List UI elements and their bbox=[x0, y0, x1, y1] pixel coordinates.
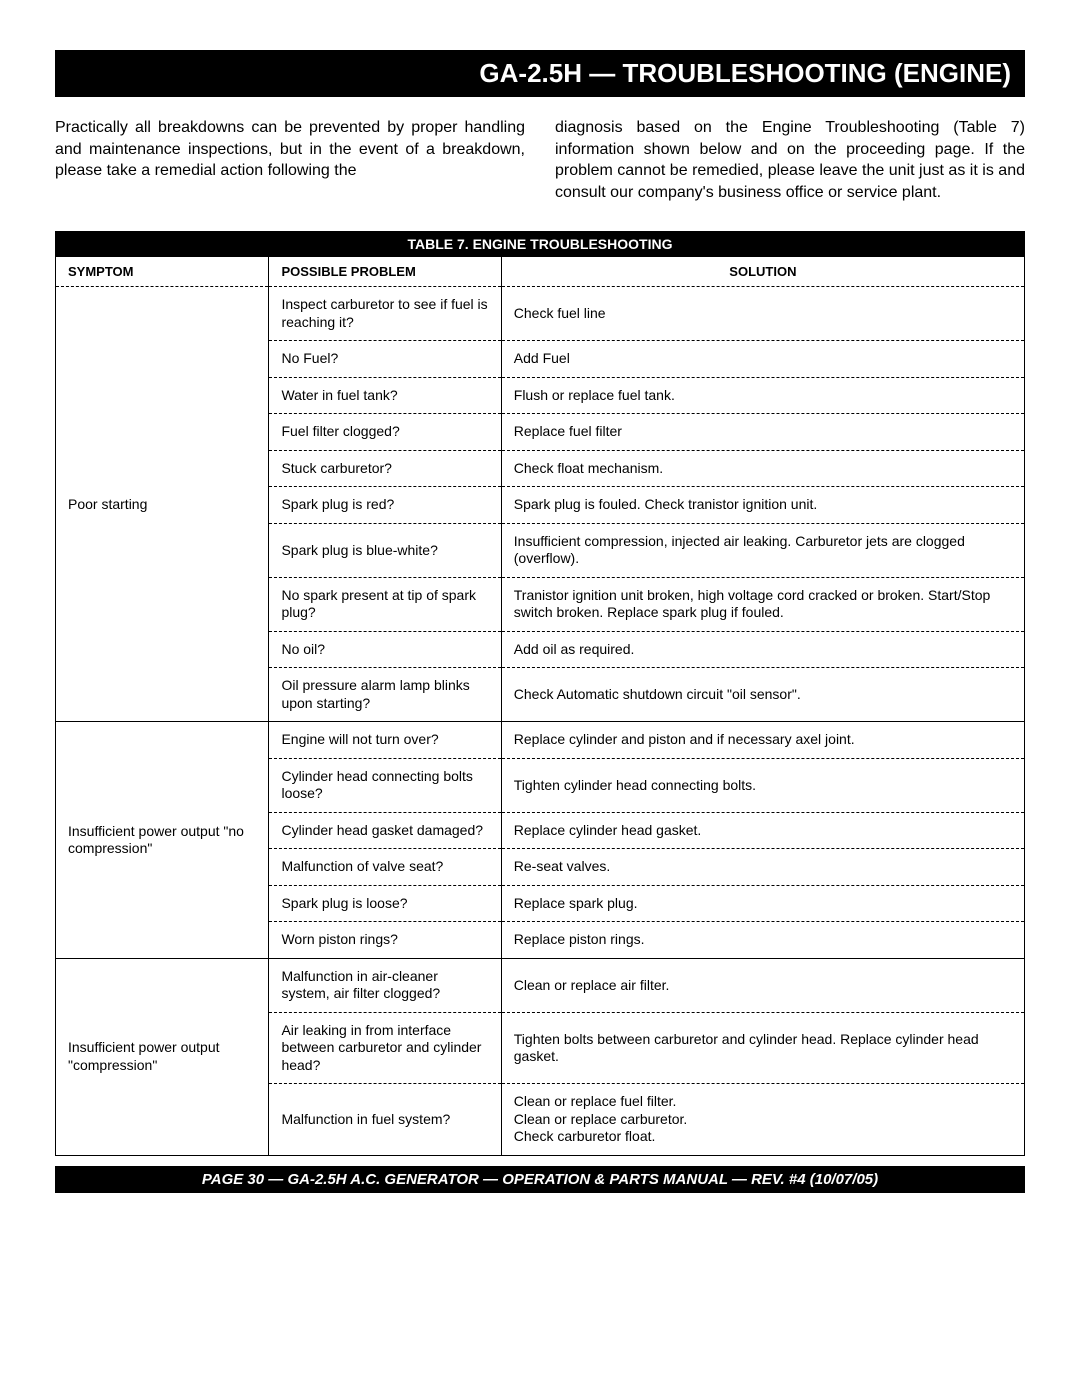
col-header-symptom: Symptom bbox=[56, 257, 269, 287]
problem-cell: Air leaking in from interface between ca… bbox=[269, 1012, 501, 1084]
symptom-cell: Poor starting bbox=[56, 287, 269, 722]
table-row: Poor startingInspect carburetor to see i… bbox=[56, 287, 1024, 341]
solution-cell: Insufficient compression, injected air l… bbox=[501, 523, 1024, 577]
solution-cell: Tighten bolts between carburetor and cyl… bbox=[501, 1012, 1024, 1084]
page-title-bar: GA-2.5H — TROUBLESHOOTING (ENGINE) bbox=[55, 50, 1025, 97]
problem-cell: Oil pressure alarm lamp blinks upon star… bbox=[269, 668, 501, 722]
problem-cell: Fuel filter clogged? bbox=[269, 414, 501, 451]
solution-cell: Clean or replace air filter. bbox=[501, 958, 1024, 1012]
solution-cell: Flush or replace fuel tank. bbox=[501, 377, 1024, 414]
solution-cell: Replace cylinder head gasket. bbox=[501, 812, 1024, 849]
problem-cell: No Fuel? bbox=[269, 341, 501, 378]
solution-cell: Add oil as required. bbox=[501, 631, 1024, 668]
intro-right: diagnosis based on the Engine Troublesho… bbox=[555, 117, 1025, 203]
problem-cell: Spark plug is blue-white? bbox=[269, 523, 501, 577]
troubleshooting-table-container: TABLE 7. ENGINE TROUBLESHOOTING Symptom … bbox=[55, 231, 1025, 1156]
problem-cell: Engine will not turn over? bbox=[269, 722, 501, 759]
page-footer-bar: PAGE 30 — GA-2.5H A.C. GENERATOR — OPERA… bbox=[55, 1166, 1025, 1193]
col-header-solution: Solution bbox=[501, 257, 1024, 287]
symptom-cell: Insufficient power output "compression" bbox=[56, 958, 269, 1155]
problem-cell: Malfunction in fuel system? bbox=[269, 1084, 501, 1155]
problem-cell: Malfunction in air-cleaner system, air f… bbox=[269, 958, 501, 1012]
table-row: Insufficient power output "no compressio… bbox=[56, 722, 1024, 759]
solution-cell: Spark plug is fouled. Check tranistor ig… bbox=[501, 487, 1024, 524]
table-caption: TABLE 7. ENGINE TROUBLESHOOTING bbox=[56, 231, 1024, 257]
intro-text: Practically all breakdowns can be preven… bbox=[55, 117, 1025, 203]
problem-cell: Inspect carburetor to see if fuel is rea… bbox=[269, 287, 501, 341]
table-header-row: Symptom Possible Problem Solution bbox=[56, 257, 1024, 287]
solution-cell: Check float mechanism. bbox=[501, 450, 1024, 487]
solution-cell: Replace piston rings. bbox=[501, 922, 1024, 959]
solution-cell: Tranistor ignition unit broken, high vol… bbox=[501, 577, 1024, 631]
solution-cell: Replace fuel filter bbox=[501, 414, 1024, 451]
problem-cell: Worn piston rings? bbox=[269, 922, 501, 959]
problem-cell: Water in fuel tank? bbox=[269, 377, 501, 414]
table-row: Insufficient power output "compression"M… bbox=[56, 958, 1024, 1012]
solution-line: Clean or replace fuel filter. bbox=[514, 1093, 1012, 1111]
problem-cell: No spark present at tip of spark plug? bbox=[269, 577, 501, 631]
page-title: GA-2.5H — TROUBLESHOOTING (ENGINE) bbox=[479, 58, 1011, 88]
solution-cell: Add Fuel bbox=[501, 341, 1024, 378]
troubleshooting-table: Symptom Possible Problem Solution Poor s… bbox=[56, 257, 1024, 1155]
solution-cell: Check Automatic shutdown circuit "oil se… bbox=[501, 668, 1024, 722]
problem-cell: Cylinder head connecting bolts loose? bbox=[269, 758, 501, 812]
solution-cell: Replace spark plug. bbox=[501, 885, 1024, 922]
problem-cell: Cylinder head gasket damaged? bbox=[269, 812, 501, 849]
problem-cell: Spark plug is red? bbox=[269, 487, 501, 524]
problem-cell: Malfunction of valve seat? bbox=[269, 849, 501, 886]
solution-cell: Tighten cylinder head connecting bolts. bbox=[501, 758, 1024, 812]
symptom-cell: Insufficient power output "no compressio… bbox=[56, 722, 269, 959]
solution-cell: Check fuel line bbox=[501, 287, 1024, 341]
solution-cell: Re-seat valves. bbox=[501, 849, 1024, 886]
problem-cell: No oil? bbox=[269, 631, 501, 668]
problem-cell: Stuck carburetor? bbox=[269, 450, 501, 487]
col-header-problem: Possible Problem bbox=[269, 257, 501, 287]
problem-cell: Spark plug is loose? bbox=[269, 885, 501, 922]
solution-cell: Clean or replace fuel filter.Clean or re… bbox=[501, 1084, 1024, 1155]
page-footer-text: PAGE 30 — GA-2.5H A.C. GENERATOR — OPERA… bbox=[202, 1171, 878, 1188]
solution-cell: Replace cylinder and piston and if neces… bbox=[501, 722, 1024, 759]
solution-line: Check carburetor float. bbox=[514, 1128, 1012, 1146]
intro-left: Practically all breakdowns can be preven… bbox=[55, 117, 525, 203]
solution-line: Clean or replace carburetor. bbox=[514, 1111, 1012, 1129]
